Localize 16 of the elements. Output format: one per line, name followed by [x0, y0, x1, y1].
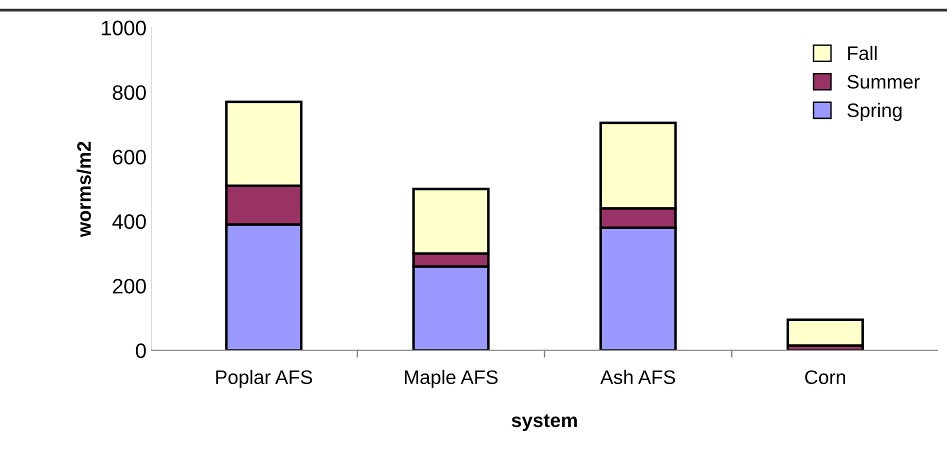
x-tick-label: Corn — [805, 370, 846, 384]
y-tick-label: 600 — [112, 150, 146, 164]
x-axis-title: system — [512, 414, 577, 432]
y-tick-label: 400 — [112, 214, 146, 230]
bar — [786, 318, 864, 347]
legend-label: Summer — [847, 74, 920, 89]
y-tick-label: 1000 — [102, 20, 146, 36]
y-axis-title: worms/m2 — [76, 142, 92, 238]
x-tick-label: Ash AFS — [600, 370, 676, 384]
y-tick-label: 800 — [112, 85, 146, 100]
y-tick-label: 200 — [112, 278, 146, 294]
y-tick-label: 0 — [136, 343, 146, 358]
legend-label: Fall — [848, 46, 877, 60]
x-tick-label: Poplar AFS — [216, 370, 312, 388]
legend-label: Spring — [847, 102, 902, 122]
x-tick-label: Maple AFS — [404, 370, 498, 388]
